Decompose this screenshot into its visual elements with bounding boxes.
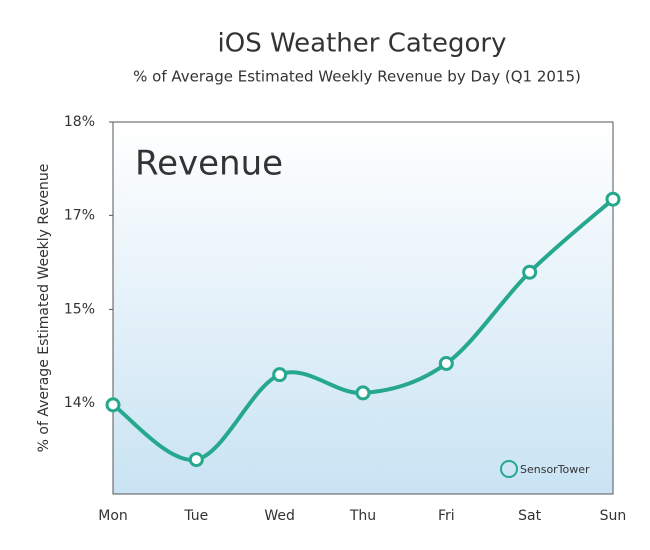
x-tick-label: Sat	[518, 508, 541, 524]
data-point	[188, 452, 204, 468]
logo-icon	[500, 460, 518, 478]
data-point	[105, 397, 121, 413]
data-point	[438, 355, 454, 371]
x-tick-label: Fri	[438, 508, 455, 524]
x-tick-label: Sun	[600, 508, 627, 524]
logo: SensorTower	[520, 463, 590, 476]
x-tick-label: Mon	[98, 508, 128, 524]
x-tick-label: Tue	[183, 508, 208, 524]
y-tick-label: 15%	[64, 301, 95, 317]
y-tick-label: 17%	[64, 207, 95, 223]
watermark: Revenue	[135, 144, 283, 184]
y-tick-label: 18%	[64, 114, 95, 130]
data-point	[355, 385, 371, 401]
x-tick-label: Thu	[349, 508, 376, 524]
y-tick-label: 14%	[64, 395, 95, 411]
chart-subtitle: % of Average Estimated Weekly Revenue by…	[133, 68, 581, 86]
data-point	[522, 264, 538, 280]
x-tick-label: Wed	[264, 508, 295, 524]
data-point	[605, 191, 621, 207]
data-point	[272, 367, 288, 383]
chart-title: iOS Weather Category	[218, 29, 507, 59]
y-axis-label: % of Average Estimated Weekly Revenue	[36, 164, 52, 453]
plot-area	[112, 121, 614, 495]
